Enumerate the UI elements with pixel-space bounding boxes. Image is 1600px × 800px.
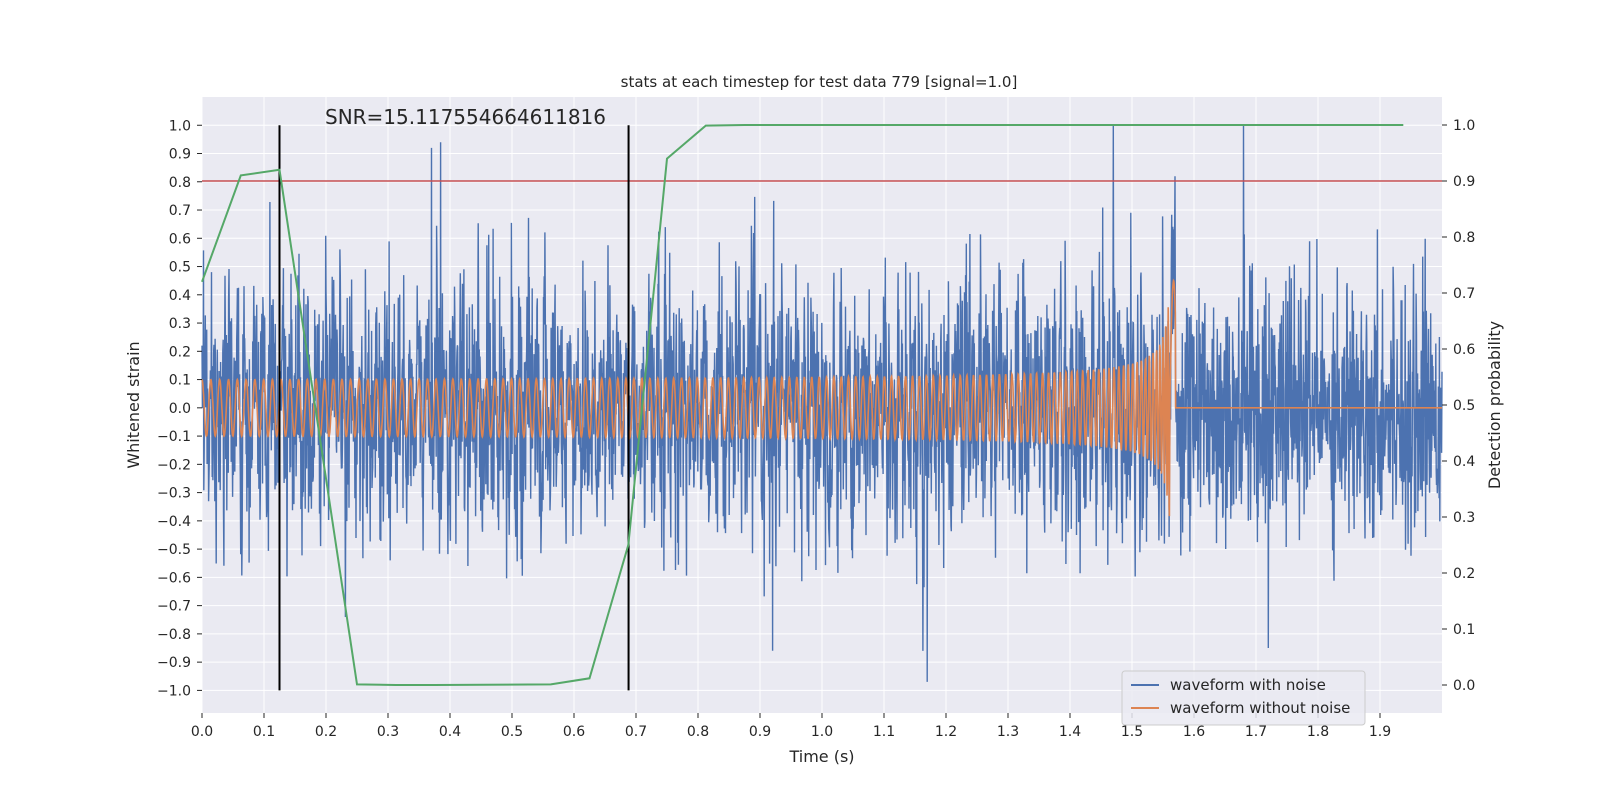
x-tick-label: 1.7 bbox=[1245, 724, 1267, 740]
series-layer bbox=[201, 125, 1443, 682]
x-axis-label: Time (s) bbox=[788, 747, 854, 766]
right-tick-label: 0.5 bbox=[1453, 398, 1475, 414]
left-tick-label: −0.6 bbox=[157, 570, 191, 586]
right-axis-label: Detection probability bbox=[1485, 321, 1504, 489]
left-tick-label: −0.4 bbox=[157, 514, 191, 530]
clean-waveform-line bbox=[201, 278, 1442, 517]
right-tick-label: 0.0 bbox=[1453, 678, 1475, 694]
left-tick-label: 1.0 bbox=[169, 118, 191, 134]
noisy-waveform-line bbox=[201, 125, 1443, 682]
left-tick-label: 0.3 bbox=[169, 316, 191, 332]
x-tick-label: 0.9 bbox=[749, 724, 771, 740]
right-tick-label: 0.2 bbox=[1453, 566, 1475, 582]
x-tick-label: 1.5 bbox=[1121, 724, 1143, 740]
legend-box bbox=[1121, 670, 1366, 726]
left-tick-label: −0.5 bbox=[157, 542, 191, 558]
x-tick-label: 0.0 bbox=[191, 724, 213, 740]
legend-label-noisy: waveform with noise bbox=[1170, 676, 1326, 694]
right-tick-label: 0.7 bbox=[1453, 286, 1475, 302]
x-tick-label: 1.6 bbox=[1183, 724, 1205, 740]
x-axis-ticks: 0.0 0.1 0.2 0.3 0.4 0.5 0.6 0.7 0.8 0.9 1.0 1.1 1.2 1… bbox=[191, 713, 1391, 740]
left-tick-label: −0.7 bbox=[157, 599, 191, 615]
right-tick-label: 0.3 bbox=[1453, 510, 1475, 526]
left-tick-label: 0.0 bbox=[169, 401, 191, 417]
x-tick-label: 1.9 bbox=[1369, 724, 1391, 740]
left-tick-label: 0.1 bbox=[169, 373, 191, 389]
snr-annotation: SNR=15.117554664611816 bbox=[325, 105, 606, 129]
x-tick-label: 0.4 bbox=[439, 724, 461, 740]
right-axis-ticks: 1.0 0.9 0.8 0.7 0.6 0.5 0.4 0.3 0.2 0.1 0.0 bbox=[1442, 118, 1475, 694]
x-tick-label: 1.8 bbox=[1307, 724, 1329, 740]
left-tick-label: 0.2 bbox=[169, 344, 191, 360]
right-tick-label: 0.8 bbox=[1453, 230, 1475, 246]
left-tick-label: −0.9 bbox=[157, 655, 191, 671]
x-tick-label: 0.6 bbox=[563, 724, 585, 740]
left-tick-label: 0.8 bbox=[169, 175, 191, 191]
left-tick-label: 0.5 bbox=[169, 260, 191, 276]
left-tick-label: −1.0 bbox=[157, 683, 191, 699]
right-tick-label: 0.1 bbox=[1453, 622, 1475, 638]
right-tick-label: 0.6 bbox=[1453, 342, 1475, 358]
left-tick-label: 0.9 bbox=[169, 147, 191, 163]
left-tick-label: 0.7 bbox=[169, 203, 191, 219]
x-tick-label: 1.0 bbox=[811, 724, 833, 740]
x-tick-label: 0.5 bbox=[501, 724, 523, 740]
grid-lines bbox=[201, 97, 1442, 713]
chart-title: stats at each timestep for test data 779… bbox=[621, 73, 1018, 91]
x-tick-label: 1.4 bbox=[1059, 724, 1081, 740]
x-tick-label: 0.2 bbox=[315, 724, 337, 740]
x-tick-label: 1.1 bbox=[873, 724, 895, 740]
x-tick-label: 0.7 bbox=[625, 724, 647, 740]
x-tick-label: 0.3 bbox=[377, 724, 399, 740]
x-tick-label: 0.8 bbox=[687, 724, 709, 740]
left-axis-ticks: 1.0 0.9 0.8 0.7 0.6 0.5 0.4 0.3 0.2 0.1 0.0 −0.1 −0.… bbox=[157, 118, 202, 699]
x-tick-label: 0.1 bbox=[253, 724, 275, 740]
x-tick-label: 1.2 bbox=[935, 724, 957, 740]
x-tick-label: 1.3 bbox=[997, 724, 1019, 740]
legend-label-clean: waveform without noise bbox=[1170, 699, 1350, 717]
left-axis-label: Whitened strain bbox=[124, 341, 143, 468]
left-tick-label: 0.6 bbox=[169, 231, 191, 247]
left-tick-label: 0.4 bbox=[169, 288, 191, 304]
left-tick-label: −0.1 bbox=[157, 429, 191, 445]
right-tick-label: 0.9 bbox=[1453, 174, 1475, 190]
left-tick-label: −0.3 bbox=[157, 486, 191, 502]
left-tick-label: −0.2 bbox=[157, 457, 191, 473]
right-tick-label: 0.4 bbox=[1453, 454, 1475, 470]
detection-probability-line bbox=[201, 124, 1404, 686]
legend: waveform with noise waveform without noi… bbox=[1121, 670, 1366, 726]
annotation-layer bbox=[201, 124, 1442, 691]
right-tick-label: 1.0 bbox=[1453, 118, 1475, 134]
left-tick-label: −0.8 bbox=[157, 627, 191, 643]
